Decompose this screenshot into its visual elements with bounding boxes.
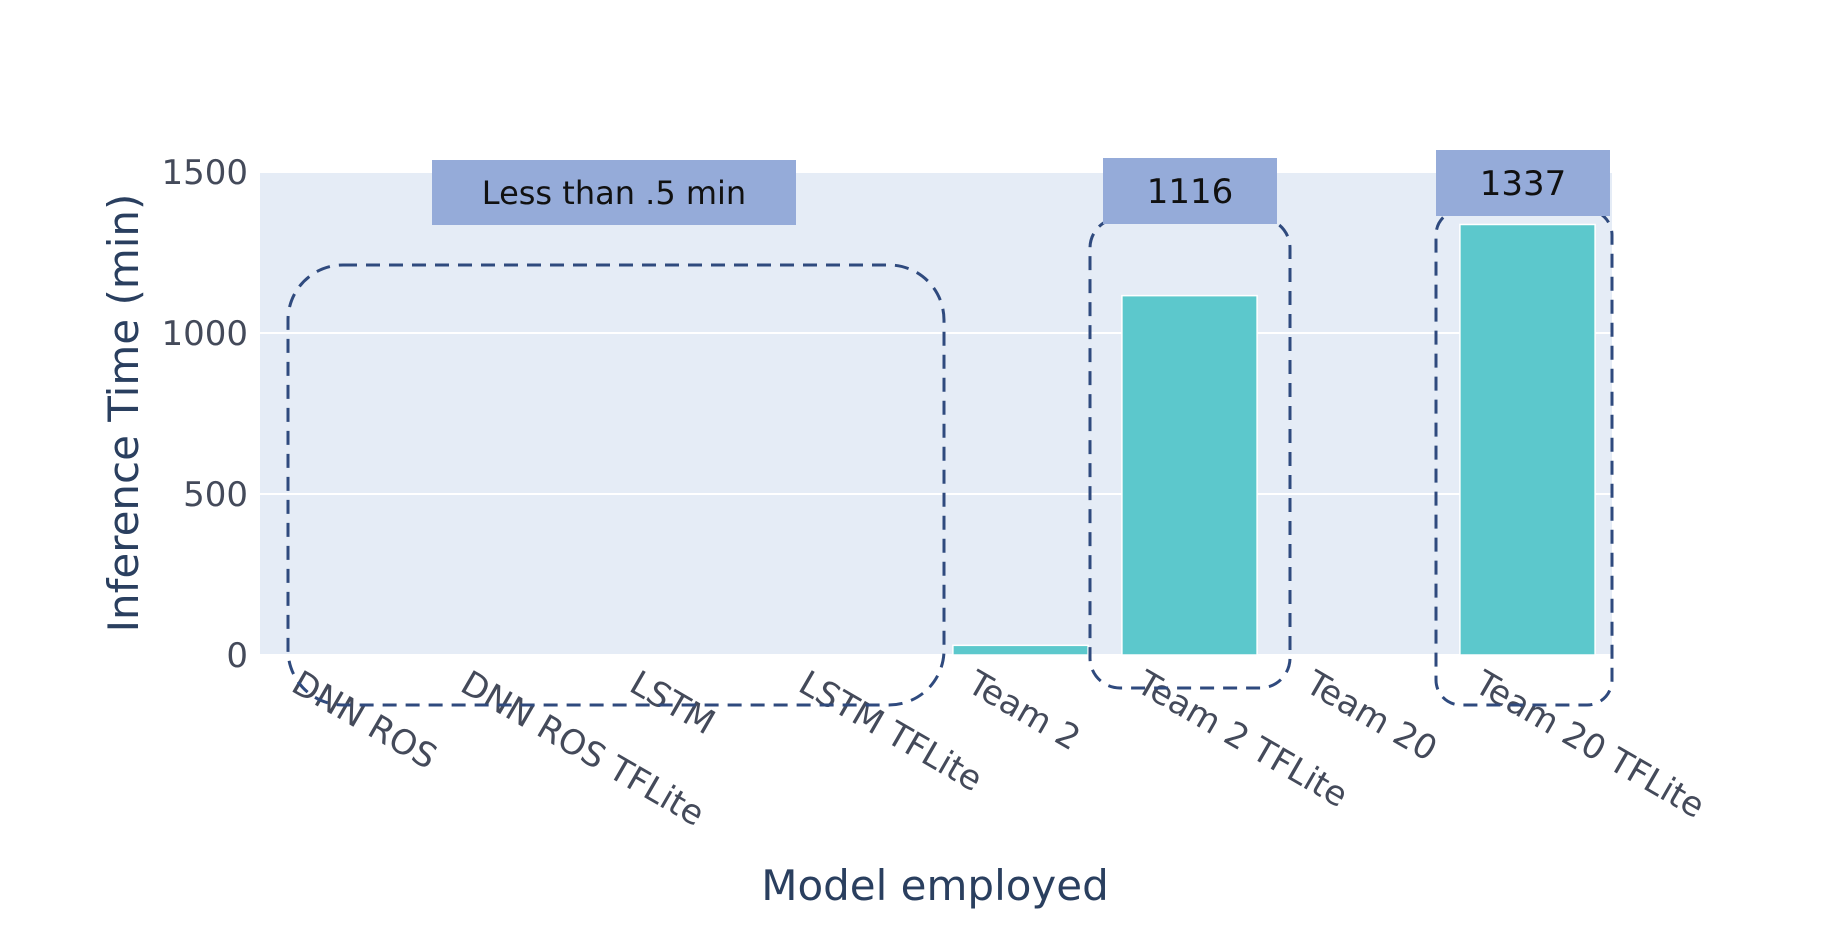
x-tick-label: Team 20 TFLite bbox=[1467, 663, 1711, 827]
highlight-box bbox=[1434, 208, 1614, 707]
callouts: Less than .5 min 1116 1337 bbox=[432, 150, 1610, 225]
y-axis-title: Inference Time (min) bbox=[99, 194, 148, 633]
bars bbox=[276, 223, 1596, 656]
y-tick-label: 0 bbox=[226, 636, 248, 676]
callout-1337: 1337 bbox=[1436, 150, 1610, 216]
x-tick-label: LSTM bbox=[623, 663, 721, 743]
callout-text: 1116 bbox=[1147, 172, 1234, 212]
x-tick-label: LSTM TFLite bbox=[792, 663, 989, 800]
highlight-box bbox=[286, 263, 946, 707]
bar-team-2 bbox=[952, 644, 1089, 656]
callout-less-than-half-min: Less than .5 min bbox=[432, 160, 796, 225]
callout-box bbox=[432, 160, 796, 225]
callout-1116: 1116 bbox=[1103, 158, 1277, 224]
y-tick-labels: 0 500 1000 1500 bbox=[161, 153, 248, 676]
x-tick-label: DNN ROS bbox=[285, 663, 443, 778]
bar-team-20-tflite bbox=[1459, 223, 1596, 656]
callout-text: 1337 bbox=[1480, 164, 1567, 204]
y-tick-label: 500 bbox=[183, 475, 248, 515]
y-tick-label: 1000 bbox=[161, 314, 248, 354]
callout-box bbox=[1436, 150, 1610, 216]
y-tick-label: 1500 bbox=[161, 153, 248, 193]
callout-text: Less than .5 min bbox=[482, 174, 746, 212]
x-tick-label: Team 20 bbox=[1298, 663, 1444, 770]
x-axis-title: Model employed bbox=[761, 861, 1109, 910]
plot-background bbox=[260, 172, 1612, 655]
callout-box bbox=[1103, 158, 1277, 224]
x-tick-label: Team 2 bbox=[960, 663, 1087, 759]
bar-team-2-tflite bbox=[1121, 294, 1258, 656]
